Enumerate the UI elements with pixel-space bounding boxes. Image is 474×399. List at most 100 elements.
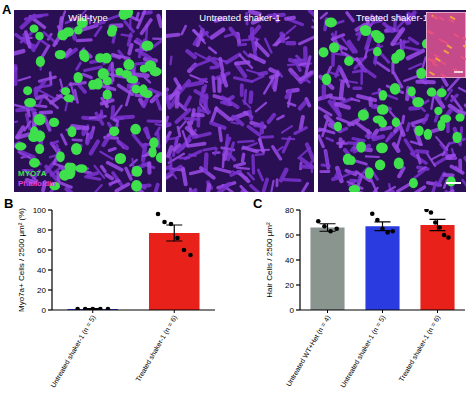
- data-point: [446, 235, 451, 240]
- bar: [365, 226, 399, 310]
- phalloidin-stain: [231, 171, 240, 175]
- phalloidin-stain: [100, 152, 112, 159]
- myo7a-stain: [79, 49, 88, 61]
- y-tick-label: 0: [290, 306, 295, 315]
- phalloidin-stain: [441, 110, 451, 123]
- phalloidin-stain: [185, 151, 201, 158]
- phalloidin-stain: [166, 35, 179, 37]
- phalloidin-stain: [193, 133, 209, 137]
- phalloidin-stain: [423, 57, 426, 67]
- phalloidin-stain: [264, 179, 267, 190]
- data-point: [437, 225, 442, 230]
- phalloidin-stain: [138, 11, 145, 27]
- bar: [420, 225, 454, 310]
- myo7a-stain: [55, 50, 66, 59]
- myo7a-stain: [61, 87, 70, 95]
- phalloidin-stain: [340, 69, 346, 81]
- phalloidin-stain: [250, 111, 251, 119]
- phalloidin-stain: [79, 85, 85, 92]
- phalloidin-stain: [256, 153, 264, 156]
- phalloidin-stain: [369, 188, 377, 192]
- myo7a-stain: [30, 25, 39, 33]
- y-tick-label: 80: [285, 206, 294, 215]
- myo7a-stain: [131, 180, 142, 192]
- y-axis-label: Myo7a+ Cells / 2500 μm² (%): [17, 208, 26, 312]
- inset-stain: [434, 55, 439, 58]
- phalloidin-stain: [269, 115, 274, 122]
- phalloidin-stain: [77, 63, 81, 69]
- phalloidin-stain: [169, 158, 172, 168]
- phalloidin-stain: [376, 62, 389, 71]
- myo7a-stain: [365, 167, 374, 179]
- image-background: [14, 10, 162, 192]
- phalloidin-stain: [129, 20, 131, 29]
- phalloidin-stain: [264, 78, 273, 94]
- phalloidin-stain: [238, 141, 253, 142]
- y-tick: [48, 209, 52, 210]
- myo7a-stain: [325, 17, 337, 27]
- x-tick: [92, 310, 93, 313]
- myo7a-stain: [392, 118, 400, 128]
- inset-stain: [441, 62, 446, 65]
- phalloidin-stain: [299, 37, 313, 44]
- phalloidin-stain: [300, 184, 307, 192]
- phalloidin-stain: [14, 66, 18, 84]
- phalloidin-stain: [277, 147, 282, 151]
- phalloidin-stain: [20, 154, 26, 157]
- data-point: [429, 210, 434, 215]
- image-label: Treated shaker-1: [356, 12, 428, 23]
- myo7a-stain: [356, 141, 366, 152]
- panel-label: B: [4, 196, 13, 211]
- phalloidin-stain: [66, 50, 70, 55]
- phalloidin-stain: [220, 59, 222, 71]
- y-tick-label: 60: [285, 231, 294, 240]
- y-tick: [48, 269, 52, 270]
- phalloidin-stain: [466, 158, 467, 164]
- phalloidin-stain: [100, 111, 104, 118]
- y-tick-label: 80: [37, 226, 46, 235]
- myo7a-stain: [71, 143, 82, 155]
- phalloidin-stain: [125, 22, 133, 32]
- phalloidin-stain: [399, 168, 404, 176]
- myo7a-stain: [334, 122, 342, 132]
- phalloidin-stain: [60, 183, 72, 188]
- inset: [426, 12, 466, 78]
- y-tick: [296, 234, 300, 235]
- stain-label: MYO7A: [18, 169, 47, 178]
- phalloidin-stain: [332, 35, 343, 39]
- phalloidin-stain: [322, 86, 326, 97]
- phalloidin-stain: [14, 105, 24, 108]
- myo7a-stain: [407, 87, 415, 97]
- phalloidin-stain: [242, 154, 243, 161]
- phalloidin-stain: [168, 147, 171, 156]
- phalloidin-stain: [158, 16, 161, 26]
- phalloidin-stain: [442, 77, 447, 85]
- myo7a-stain: [379, 90, 387, 100]
- myo7a-stain: [416, 68, 426, 79]
- x-tick-label: Treated shaker-1 (n = 6): [134, 314, 179, 383]
- phalloidin-stain: [145, 129, 149, 138]
- phalloidin-stain: [431, 96, 433, 109]
- phalloidin-stain: [102, 99, 107, 107]
- phalloidin-stain: [337, 21, 343, 23]
- phalloidin-stain: [405, 47, 419, 50]
- myo7a-stain: [409, 178, 418, 188]
- phalloidin-stain: [259, 140, 263, 152]
- phalloidin-stain: [341, 82, 343, 97]
- myo7a-stain: [56, 151, 65, 162]
- y-tick: [296, 284, 300, 285]
- myo7a-stain: [148, 147, 156, 158]
- myo7a-stain: [319, 47, 329, 57]
- phalloidin-stain: [51, 142, 57, 144]
- phalloidin-stain: [410, 38, 418, 44]
- phalloidin-stain: [111, 107, 116, 118]
- phalloidin-stain: [226, 135, 228, 147]
- error-bar: [320, 224, 336, 232]
- phalloidin-stain: [446, 154, 454, 157]
- inset-background: [426, 12, 466, 78]
- phalloidin-stain: [243, 101, 250, 108]
- phalloidin-stain: [88, 173, 97, 175]
- myo7a-stain: [94, 78, 103, 89]
- phalloidin-stain: [147, 164, 151, 173]
- myo7a-stain: [360, 25, 370, 33]
